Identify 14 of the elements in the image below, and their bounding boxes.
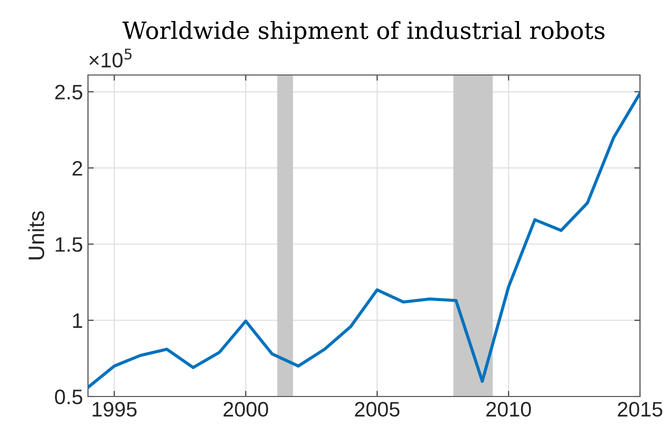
y-axis-title: Units xyxy=(28,211,44,260)
x-tick-label: 2005 xyxy=(355,402,400,417)
line-series xyxy=(88,92,640,389)
y-tick-label: 2.5 xyxy=(55,84,82,100)
y-tick-label: 2 xyxy=(72,160,82,176)
y-tick-label: 0.5 xyxy=(54,390,82,404)
y-tick-label: 1 xyxy=(73,314,82,328)
x-tick-label: 2000 xyxy=(224,402,268,417)
text: ×10$^{5}$ xyxy=(89,48,132,68)
y-tick-label: 1.5 xyxy=(56,237,82,252)
x-tick-label: 1995 xyxy=(92,402,137,417)
chart-title: Worldwide shipment of industrial robots xyxy=(122,20,604,44)
x-tick-label: 2010 xyxy=(486,402,531,417)
x-tick-label: 2015 xyxy=(618,402,662,417)
